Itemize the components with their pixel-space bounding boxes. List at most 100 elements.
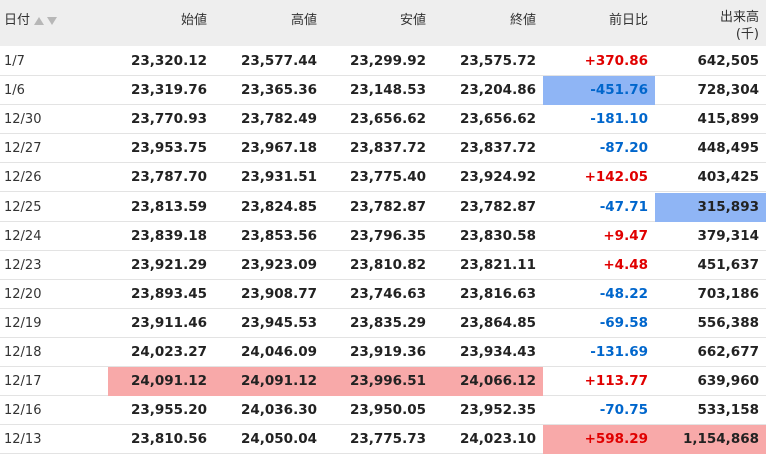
column-header-date[interactable]: 日付 <box>4 0 108 46</box>
cell-close: 23,934.43 <box>459 344 536 360</box>
column-header-close: 終値 <box>509 13 536 28</box>
cell-high: 23,365.36 <box>240 82 317 99</box>
column-header-volume-unit: (千) <box>735 27 759 42</box>
sort-desc-icon[interactable] <box>47 16 58 25</box>
cell-volume: 1,154,868 <box>655 425 766 455</box>
column-header-low: 安値 <box>399 13 426 28</box>
cell-open: 23,319.76 <box>130 82 207 99</box>
cell-open: 23,810.56 <box>130 431 207 448</box>
table-row: 12/18 24,023.27 24,046.09 23,919.36 23,934.4… <box>0 338 766 367</box>
cell-low: 23,299.92 <box>349 53 426 69</box>
table-row: 12/30 23,770.93 23,782.49 23,656.62 23,656.6… <box>0 105 766 135</box>
cell-open: 24,091.12 <box>108 367 214 397</box>
table-row: 12/23 23,921.29 23,923.09 23,810.82 23,821.1… <box>0 251 766 280</box>
cell-open: 23,955.20 <box>130 402 207 419</box>
cell-close: 23,782.87 <box>459 198 536 215</box>
cell-high: 23,945.53 <box>240 314 317 331</box>
column-header-open: 始値 <box>180 13 207 28</box>
cell-date: 12/13 <box>4 432 42 448</box>
cell-date: 12/18 <box>4 345 42 360</box>
table-row: 12/25 23,813.59 23,824.85 23,782.87 23,782.8… <box>0 192 766 222</box>
cell-open: 23,839.18 <box>130 227 207 244</box>
cell-low: 23,835.29 <box>349 314 426 331</box>
cell-high: 23,931.51 <box>240 169 317 186</box>
cell-high: 23,908.77 <box>240 285 317 302</box>
cell-high: 24,036.30 <box>240 402 317 419</box>
cell-open: 23,813.59 <box>130 198 207 215</box>
sort-asc-icon[interactable] <box>34 16 45 25</box>
cell-change: +598.29 <box>543 425 655 455</box>
cell-date: 12/26 <box>4 170 42 186</box>
cell-close: 23,924.92 <box>459 169 536 186</box>
cell-date: 12/27 <box>4 141 42 157</box>
cell-close: 23,575.72 <box>459 53 536 69</box>
cell-low: 23,656.62 <box>349 111 426 128</box>
cell-high: 23,967.18 <box>240 140 317 157</box>
cell-close: 24,023.10 <box>459 431 536 448</box>
cell-close: 23,204.86 <box>459 82 536 99</box>
cell-change: -48.22 <box>599 285 648 302</box>
cell-open: 23,787.70 <box>130 169 207 186</box>
cell-close: 23,864.85 <box>459 314 536 331</box>
column-header-volume-label: 出来高 <box>719 10 759 25</box>
cell-change: +9.47 <box>603 227 648 244</box>
cell-low: 23,996.51 <box>324 367 433 397</box>
table-row: 12/20 23,893.45 23,908.77 23,746.63 23,816.6… <box>0 280 766 309</box>
cell-low: 23,782.87 <box>349 198 426 215</box>
cell-high: 23,853.56 <box>240 227 317 244</box>
table-row: 12/13 23,810.56 24,050.04 23,775.73 24,023.1… <box>0 425 766 455</box>
cell-close: 24,066.12 <box>433 367 543 397</box>
cell-change: -451.76 <box>543 76 655 106</box>
cell-volume: 639,960 <box>697 373 760 390</box>
cell-open: 23,921.29 <box>130 256 207 273</box>
cell-high: 24,046.09 <box>240 344 317 360</box>
cell-date: 12/16 <box>4 403 42 419</box>
cell-volume: 533,158 <box>697 402 760 419</box>
cell-high: 23,577.44 <box>240 53 317 69</box>
cell-low: 23,775.40 <box>349 169 426 186</box>
cell-volume: 448,495 <box>697 140 760 157</box>
cell-low: 23,950.05 <box>349 402 426 419</box>
cell-volume: 662,677 <box>697 344 760 360</box>
cell-volume: 642,505 <box>697 53 760 69</box>
table-header: 日付 始値 高値 安値 終値 前日比 出来高 (千) <box>0 0 766 46</box>
cell-high: 23,824.85 <box>240 198 317 215</box>
cell-low: 23,796.35 <box>349 227 426 244</box>
table-row: 12/26 23,787.70 23,931.51 23,775.40 23,924.9… <box>0 163 766 193</box>
cell-change: +142.05 <box>584 169 648 186</box>
cell-change: -70.75 <box>599 402 648 419</box>
cell-open: 23,320.12 <box>130 53 207 69</box>
cell-volume: 728,304 <box>697 82 760 99</box>
cell-change: +113.77 <box>584 373 648 390</box>
cell-volume: 379,314 <box>697 227 760 244</box>
cell-date: 12/19 <box>4 315 42 331</box>
cell-close: 23,821.11 <box>459 256 536 273</box>
table-row: 1/7 23,320.12 23,577.44 23,299.92 23,575.72 +… <box>0 47 766 76</box>
cell-change: -87.20 <box>599 140 648 157</box>
cell-low: 23,746.63 <box>349 285 426 302</box>
cell-date: 12/20 <box>4 286 42 302</box>
cell-high: 24,091.12 <box>214 367 324 397</box>
cell-date: 1/7 <box>4 54 25 69</box>
column-header-volume: 出来高 (千) <box>655 0 766 46</box>
table-row: 12/19 23,911.46 23,945.53 23,835.29 23,864.8… <box>0 309 766 338</box>
cell-change: -181.10 <box>590 111 648 128</box>
cell-date: 12/25 <box>4 199 42 215</box>
cell-volume: 403,425 <box>697 169 760 186</box>
cell-date: 12/23 <box>4 257 42 273</box>
cell-open: 23,770.93 <box>130 111 207 128</box>
cell-volume: 315,893 <box>655 192 766 222</box>
cell-close: 23,830.58 <box>459 227 536 244</box>
cell-close: 23,816.63 <box>459 285 536 302</box>
cell-open: 23,911.46 <box>130 314 207 331</box>
cell-low: 23,775.73 <box>349 431 426 448</box>
cell-low: 23,810.82 <box>349 256 426 273</box>
cell-high: 23,782.49 <box>240 111 317 128</box>
cell-open: 23,953.75 <box>130 140 207 157</box>
cell-volume: 415,899 <box>697 111 760 128</box>
cell-low: 23,148.53 <box>349 82 426 99</box>
cell-close: 23,837.72 <box>459 140 536 157</box>
cell-change: -131.69 <box>590 344 648 360</box>
column-header-change: 前日比 <box>608 13 648 28</box>
cell-open: 24,023.27 <box>130 344 207 360</box>
